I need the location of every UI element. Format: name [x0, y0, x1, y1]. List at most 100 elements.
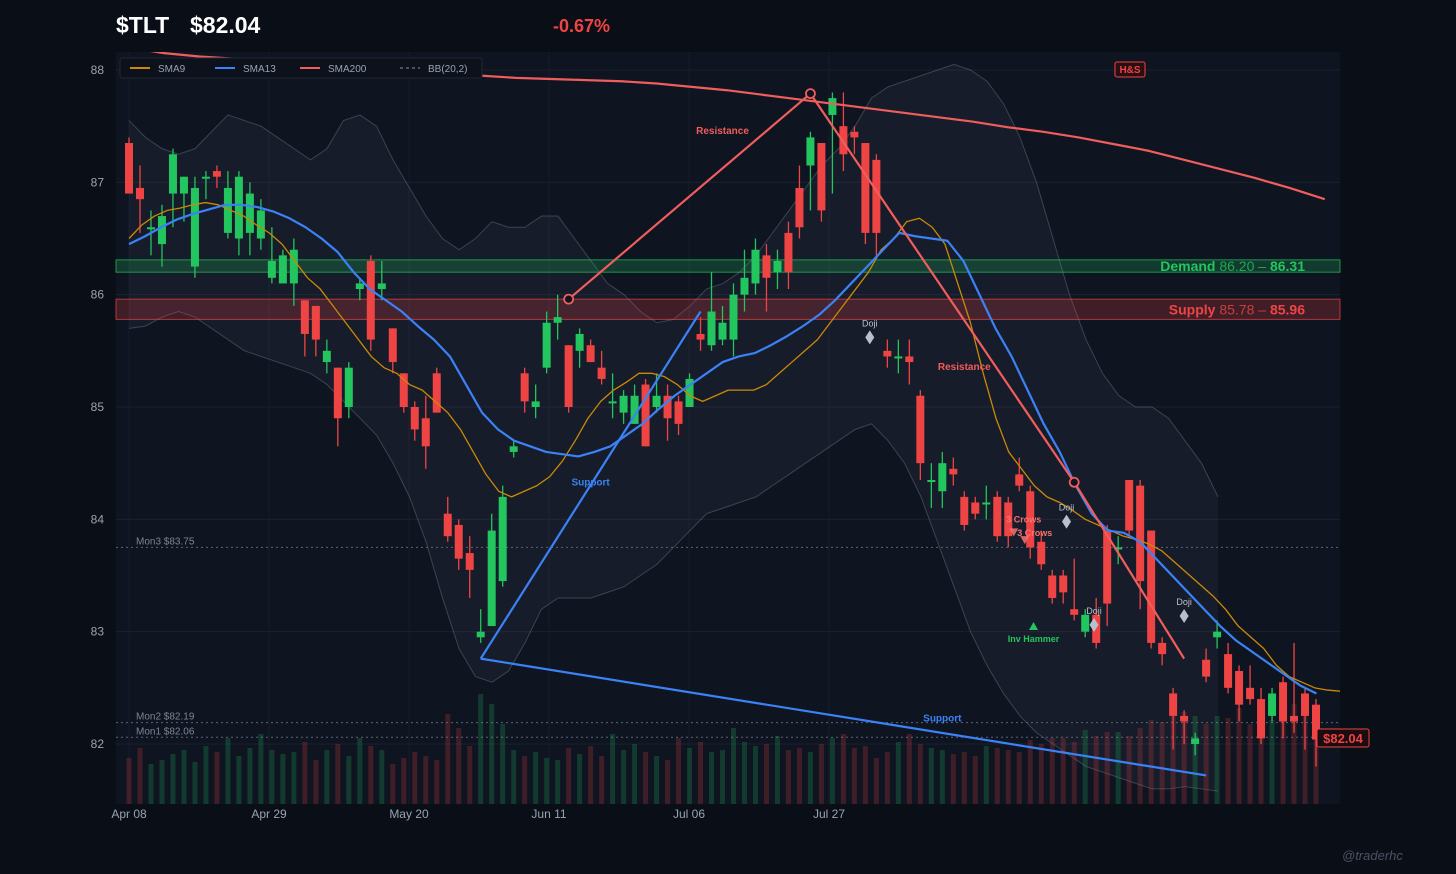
volume-bar: [390, 764, 396, 804]
doji-diamond-icon: [1062, 514, 1072, 529]
candlestick: [190, 176, 199, 278]
volume-bar: [313, 760, 319, 804]
candle-body: [223, 187, 232, 233]
x-tick-label: May 20: [389, 807, 429, 821]
candlestick: [1279, 676, 1288, 739]
bearish-triangle-icon: [1020, 536, 1030, 545]
volume-bar: [851, 748, 857, 804]
volume-bar: [1159, 722, 1165, 804]
candle-body: [1158, 642, 1167, 655]
candlestick: [806, 131, 815, 211]
volume-bar: [1203, 724, 1209, 804]
candle-body: [125, 143, 133, 194]
volume-bar: [588, 746, 594, 804]
candle-body: [751, 249, 760, 284]
candle-body: [630, 395, 639, 424]
candlestick: [1191, 732, 1200, 756]
candlestick: [1004, 496, 1013, 548]
candle-body: [740, 277, 749, 295]
candlestick: [366, 255, 375, 351]
candlestick: [740, 249, 749, 312]
candle-body: [289, 249, 298, 284]
volume-bar: [1302, 710, 1308, 804]
candlestick: [289, 238, 298, 306]
candlestick: [201, 171, 210, 200]
candle-body: [575, 333, 584, 351]
candlestick: [564, 345, 573, 413]
volume-bar: [632, 744, 638, 804]
volume-bar: [785, 750, 791, 804]
volume-bar: [1291, 704, 1297, 804]
candlestick: [355, 277, 364, 301]
volume-bar: [423, 756, 429, 804]
y-tick-label: 86: [91, 288, 105, 302]
candlestick: [905, 339, 914, 385]
volume-bar: [346, 756, 352, 804]
candlestick: [1235, 665, 1244, 722]
x-tick-label: Jul 27: [813, 807, 845, 821]
x-tick-label: Apr 08: [111, 807, 147, 821]
volume-bar: [1269, 720, 1275, 804]
volume-bar: [181, 750, 187, 804]
candlestick: [1037, 530, 1046, 570]
candle-body: [245, 193, 254, 233]
volume-bar: [214, 752, 220, 804]
candle-body: [212, 171, 221, 177]
volume-bar: [983, 746, 989, 804]
pivot-marker: [805, 88, 816, 99]
candle-body: [267, 260, 276, 278]
candlestick: [531, 384, 540, 419]
volume-bar: [752, 746, 758, 804]
candle-body: [1213, 631, 1222, 638]
volume-bar: [500, 724, 506, 804]
candlestick: [278, 249, 287, 284]
volume-bar: [1192, 716, 1198, 804]
candle-body: [135, 187, 144, 200]
candle-body: [806, 137, 815, 166]
candle-body: [905, 356, 914, 363]
candle-body: [850, 131, 859, 138]
candle-body: [916, 395, 925, 464]
volume-bar: [1027, 740, 1033, 804]
candle-body: [465, 553, 474, 570]
bearish-triangle-icon: [1009, 528, 1019, 537]
candle-body: [1037, 541, 1046, 565]
candlestick: [1125, 480, 1134, 537]
candle-body: [718, 322, 727, 340]
candlestick: [641, 378, 650, 447]
candle-body: [1279, 682, 1288, 722]
candlestick: [993, 491, 1002, 542]
candlestick: [1213, 620, 1222, 649]
candlestick: [828, 92, 837, 194]
volume-bar: [741, 742, 747, 804]
doji-diamond-icon: [865, 330, 875, 345]
candle-body: [883, 350, 892, 357]
bollinger-lower-line: [128, 310, 1219, 792]
volume-bar: [1060, 738, 1066, 804]
volume-bar: [544, 758, 550, 804]
candlestick: [960, 491, 969, 531]
candle-body: [1004, 502, 1013, 537]
volume-bar: [709, 752, 715, 804]
level-label: Mon3 $83.75: [136, 536, 195, 547]
x-tick-label: Jun 11: [531, 807, 566, 821]
legend-label: SMA9: [158, 64, 186, 75]
volume-bar: [1049, 738, 1055, 804]
candlestick: [1224, 642, 1233, 694]
candle-body: [1114, 547, 1123, 550]
volume-bar: [126, 758, 132, 804]
zone-label-name: Supply: [1169, 301, 1220, 317]
candlestick: [971, 496, 980, 520]
candlestick: [927, 463, 936, 509]
candlestick: [982, 485, 991, 520]
pattern-label: 3 Crows: [1017, 528, 1052, 538]
volume-bar: [258, 734, 264, 804]
pattern-label: Doji: [1176, 597, 1192, 607]
candle-body: [421, 418, 430, 447]
candlestick: [762, 244, 771, 312]
candle-body: [938, 463, 947, 492]
doji-diamond-icon: [1179, 608, 1189, 623]
candle-body: [366, 260, 375, 340]
legend-label: BB(20,2): [428, 64, 467, 75]
y-tick-label: 82: [91, 737, 105, 751]
